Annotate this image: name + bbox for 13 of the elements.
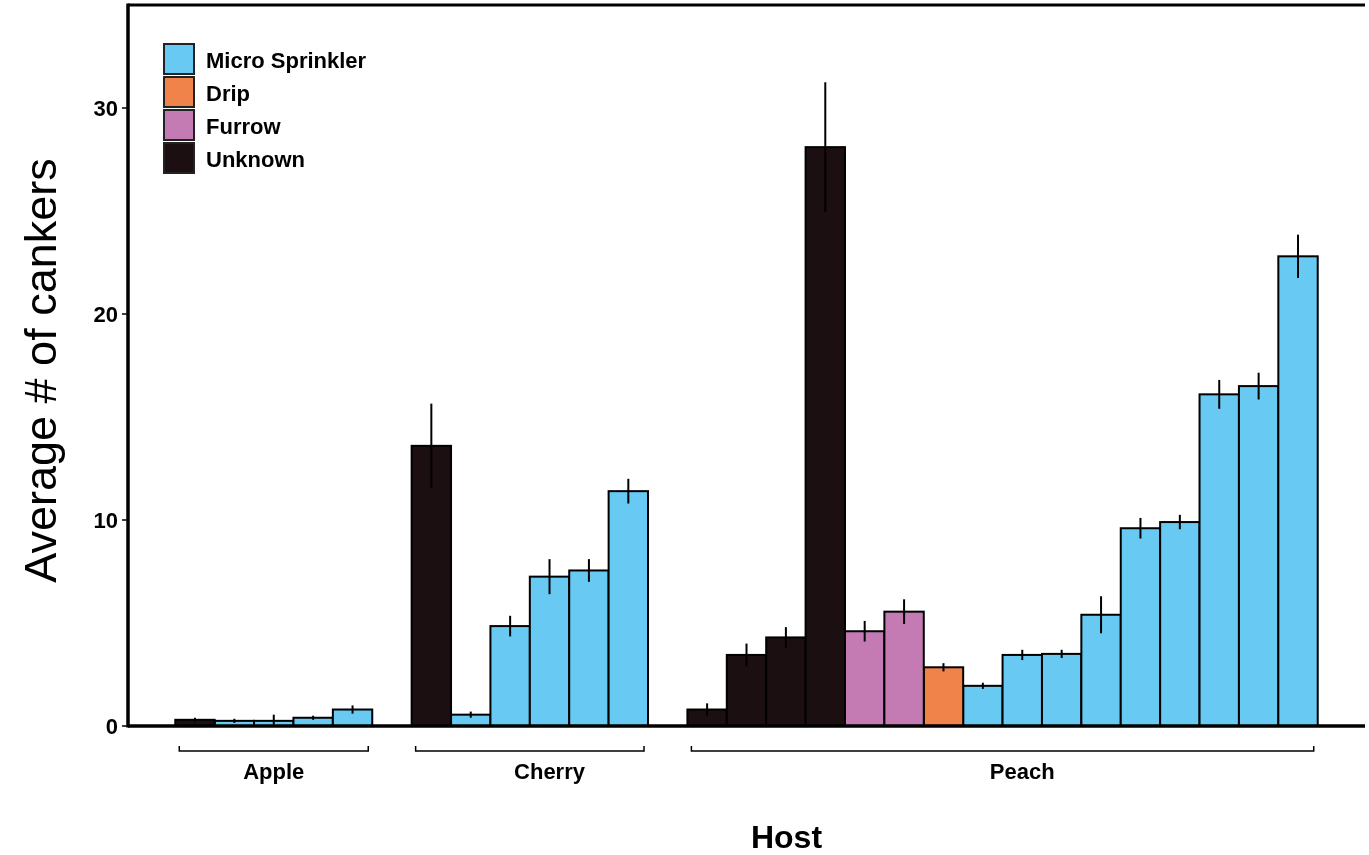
y-axis-title: Average # of cankers	[14, 158, 66, 583]
legend-label: Drip	[206, 80, 250, 106]
legend-label: Unknown	[206, 146, 305, 172]
x-axis-title: Host	[750, 819, 823, 855]
x-tick-label: Cherry	[514, 758, 586, 784]
y-tick-label: 0	[105, 713, 118, 739]
x-tick-label: Apple	[243, 758, 305, 784]
x-tick-label: Peach	[989, 758, 1055, 784]
legend-label: Furrow	[206, 113, 282, 139]
legend-label: Micro Sprinkler	[206, 47, 367, 73]
y-tick-label: 20	[93, 301, 118, 327]
y-tick-label: 30	[93, 95, 118, 121]
y-tick-label: 10	[93, 507, 118, 533]
